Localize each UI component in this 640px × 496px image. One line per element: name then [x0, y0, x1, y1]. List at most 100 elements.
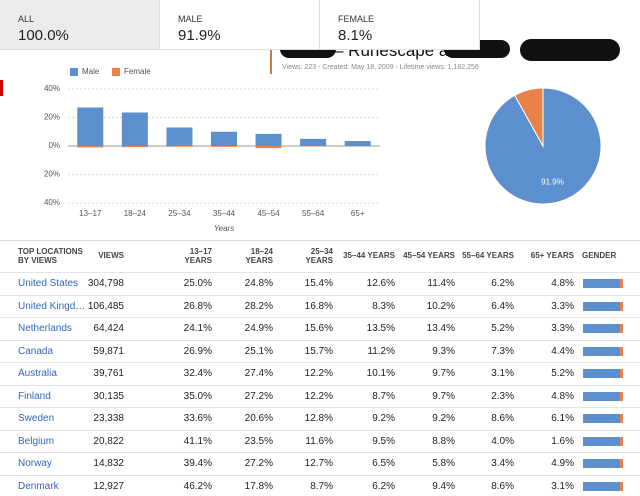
y-tick-label: 0% — [48, 141, 60, 150]
header-line: YEARS — [305, 256, 333, 265]
tab: MALE 91.9% — [160, 0, 320, 50]
cell: 28.2% — [244, 300, 273, 312]
cell: 8.6% — [491, 480, 514, 492]
location-link: Norway — [18, 458, 52, 469]
cell: 14,832 — [93, 458, 124, 469]
cell: 4.8% — [551, 390, 574, 402]
video-meta: Views: 223 - Created: May 18, 2009 - Lif… — [282, 64, 479, 71]
cell: 24.9% — [244, 323, 273, 334]
cell: 10.2% — [426, 300, 455, 312]
cell: 27.2% — [244, 390, 273, 402]
cell: 8.8% — [432, 435, 455, 447]
cell: 3.1% — [491, 368, 514, 379]
rule — [0, 240, 640, 241]
x-tick-label: 35–44 — [213, 209, 236, 218]
header-line: YEARS — [245, 256, 273, 265]
cell: 304,798 — [87, 278, 124, 289]
cell: 12.2% — [304, 368, 333, 379]
cell: 17.8% — [244, 480, 273, 492]
location-link: Finland — [18, 390, 51, 402]
row-rule — [0, 429, 640, 431]
y-tick-label: 20% — [44, 113, 60, 122]
gender-bar — [583, 414, 623, 423]
header-line: VIEWS — [98, 251, 124, 260]
tab-label: MALE — [178, 14, 203, 24]
bar — [255, 146, 282, 149]
row-rule — [0, 362, 640, 363]
cell: 12.6% — [366, 278, 395, 289]
cell: 12.7% — [304, 458, 333, 469]
x-tick-label: 55–64 — [302, 209, 325, 218]
cell: 13.4% — [426, 323, 455, 334]
column-header: GENDER — [582, 251, 616, 260]
cell: 7.3% — [491, 345, 514, 357]
cell: 24.8% — [244, 278, 273, 289]
bar — [300, 138, 327, 146]
cell: 9.2% — [372, 413, 395, 424]
tab-label: FEMALE — [338, 14, 375, 24]
cell: 4.9% — [551, 458, 574, 469]
cell: 10.1% — [366, 368, 395, 379]
cell: 25.1% — [244, 345, 273, 357]
column-header: 13–17 YEARS — [184, 247, 212, 265]
cell: 3.3% — [551, 323, 574, 334]
gender-bar — [583, 459, 623, 468]
cell: 23,338 — [93, 413, 124, 424]
x-tick-label: 13–17 — [79, 209, 102, 218]
tab: FEMALE 8.1% — [320, 0, 480, 50]
location-link: Denmark — [18, 480, 59, 492]
row-rule — [0, 339, 640, 341]
legend-label: Male — [82, 67, 100, 76]
legend-label: Female — [124, 67, 151, 76]
cell: 11.6% — [305, 435, 333, 447]
cell: 13.5% — [366, 323, 395, 334]
header-line: BY VIEWS — [18, 256, 57, 265]
gender-bar — [583, 436, 623, 446]
tab: ALL 100.0% — [0, 0, 160, 50]
cell: 106,485 — [87, 300, 124, 312]
cell: 16.8% — [304, 300, 333, 312]
legend-swatch — [112, 68, 120, 76]
cell: 8.7% — [372, 390, 395, 402]
tab-value: 8.1% — [338, 27, 373, 44]
cell: 6.2% — [372, 480, 395, 492]
marker — [0, 80, 3, 96]
cell: 6.1% — [551, 413, 574, 424]
location-link: Belgium — [18, 435, 55, 447]
gender-bar — [583, 369, 623, 378]
cell: 6.4% — [491, 300, 514, 312]
cell: 5.8% — [432, 458, 455, 469]
cell: 33.6% — [183, 413, 212, 424]
bar — [77, 146, 104, 148]
cell: 9.7% — [432, 368, 455, 379]
y-tick-label: 40% — [44, 198, 60, 207]
cell: 9.3% — [432, 345, 455, 357]
cell: 5.2% — [551, 368, 574, 379]
cell: 9.7% — [432, 390, 455, 402]
header-line: 18–24 — [250, 247, 273, 256]
header-line: 25–34 — [310, 247, 333, 256]
cell: 11.2% — [367, 345, 395, 357]
pie-label: 91.9% — [541, 178, 564, 187]
tab-label: ALL — [18, 14, 35, 24]
cell: 26.8% — [183, 300, 212, 312]
x-axis-label: Years — [214, 224, 234, 233]
cell: 35.0% — [183, 390, 212, 402]
location-link: United States — [18, 278, 79, 289]
cell: 11.4% — [427, 278, 455, 289]
cell: 27.2% — [244, 458, 273, 469]
cell: 41.1% — [183, 435, 212, 447]
cell: 46.2% — [183, 480, 212, 492]
cell: 4.4% — [551, 345, 574, 357]
cell: 2.3% — [491, 390, 514, 402]
location-link: Canada — [18, 345, 54, 357]
column-header: 18–24 YEARS — [245, 247, 273, 265]
gender-bar — [583, 481, 623, 491]
gender-bar — [583, 391, 623, 401]
cell: 8.3% — [372, 300, 395, 312]
row-rule — [0, 407, 640, 408]
column-header: 25–34 YEARS — [305, 247, 333, 265]
cell: 6.5% — [372, 458, 395, 469]
bar — [77, 107, 104, 146]
